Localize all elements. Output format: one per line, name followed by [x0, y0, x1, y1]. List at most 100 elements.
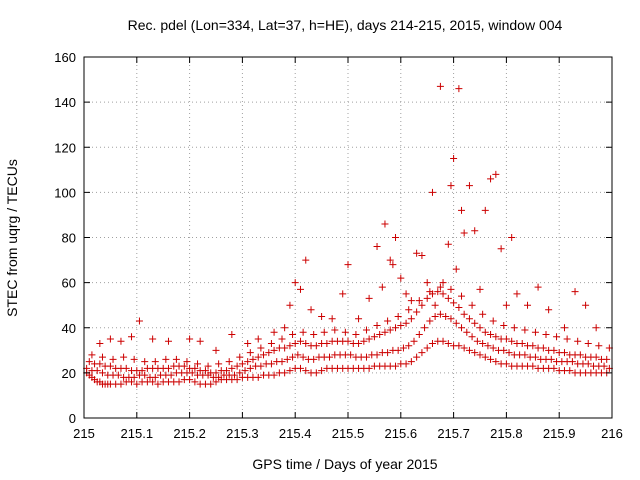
- data-point: [341, 328, 349, 336]
- data-point: [328, 315, 336, 323]
- data-point: [534, 283, 542, 291]
- data-point: [434, 288, 442, 296]
- data-point: [373, 321, 381, 329]
- data-point: [296, 337, 304, 345]
- data-point: [135, 317, 143, 325]
- data-point: [223, 367, 231, 375]
- data-point: [444, 294, 452, 302]
- data-point: [381, 328, 389, 336]
- data-point: [270, 346, 278, 354]
- data-point: [423, 344, 431, 352]
- data-point: [465, 346, 473, 354]
- data-point: [96, 340, 104, 348]
- data-point: [455, 342, 463, 350]
- data-point: [473, 337, 481, 345]
- data-point: [444, 240, 452, 248]
- data-point: [452, 319, 460, 327]
- data-point: [497, 245, 505, 253]
- data-point: [568, 358, 576, 366]
- x-tick-label: 215.4: [279, 426, 312, 441]
- data-point: [122, 364, 130, 372]
- y-tick-label: 160: [54, 50, 76, 65]
- data-point: [289, 331, 297, 339]
- data-point: [471, 319, 479, 327]
- data-point: [405, 306, 413, 314]
- data-point: [196, 337, 204, 345]
- data-point: [521, 351, 529, 359]
- data-point: [402, 319, 410, 327]
- data-point: [442, 312, 450, 320]
- data-point: [455, 303, 463, 311]
- data-point: [439, 337, 447, 345]
- data-point: [481, 206, 489, 214]
- data-point: [465, 315, 473, 323]
- data-point: [212, 378, 220, 386]
- data-point: [270, 371, 278, 379]
- data-point: [418, 349, 426, 357]
- data-point: [117, 337, 125, 345]
- data-point: [436, 310, 444, 318]
- data-point: [492, 358, 500, 366]
- data-point: [215, 373, 223, 381]
- x-axis-label: GPS time / Days of year 2015: [252, 456, 437, 472]
- data-point: [431, 301, 439, 309]
- data-point: [270, 328, 278, 336]
- data-point: [225, 358, 233, 366]
- data-point: [130, 355, 138, 363]
- y-tick-label: 100: [54, 185, 76, 200]
- data-point: [500, 346, 508, 354]
- data-point: [460, 229, 468, 237]
- data-point: [418, 252, 426, 260]
- data-point: [244, 358, 252, 366]
- data-point: [508, 234, 516, 241]
- data-point: [415, 331, 423, 339]
- data-point: [355, 315, 363, 323]
- data-point: [260, 351, 268, 359]
- data-point: [186, 335, 194, 343]
- data-point: [98, 369, 106, 377]
- y-tick-label: 20: [62, 366, 76, 381]
- data-point: [238, 360, 246, 368]
- data-point: [294, 351, 302, 359]
- data-point: [410, 337, 418, 345]
- data-point: [109, 355, 117, 363]
- x-tick-label: 215.5: [332, 426, 365, 441]
- data-point: [547, 355, 555, 363]
- data-point: [394, 346, 402, 354]
- data-point: [458, 324, 466, 332]
- data-point: [307, 306, 315, 314]
- data-point: [521, 326, 529, 334]
- data-point: [423, 294, 431, 302]
- data-point: [471, 227, 479, 235]
- data-point: [138, 367, 146, 375]
- data-point: [531, 328, 539, 336]
- data-point: [386, 256, 394, 264]
- data-point: [524, 301, 532, 309]
- data-point: [365, 335, 373, 343]
- x-tick-labels: 215 215.1 215.2 215.3 215.4 215.5 215.6 215.7 21…: [73, 426, 623, 441]
- data-point: [128, 378, 136, 386]
- data-point: [167, 371, 175, 379]
- data-point: [98, 353, 106, 361]
- data-point: [191, 378, 199, 386]
- data-point: [600, 362, 608, 370]
- data-point: [289, 353, 297, 361]
- data-point: [413, 353, 421, 361]
- y-axis-label: STEC from uqrg / TECUs: [4, 159, 20, 317]
- data-point: [421, 324, 429, 332]
- x-tick-label: 216: [601, 426, 623, 441]
- data-point: [378, 283, 386, 291]
- data-point: [246, 349, 254, 357]
- grid-lines: [84, 57, 612, 418]
- data-point: [386, 326, 394, 334]
- data-point: [254, 353, 262, 361]
- data-point: [426, 288, 434, 296]
- data-point: [455, 85, 463, 93]
- data-point: [450, 299, 458, 307]
- data-point: [513, 290, 521, 298]
- data-point: [452, 265, 460, 273]
- data-point: [413, 249, 421, 257]
- data-point: [114, 371, 122, 379]
- data-point: [362, 353, 370, 361]
- data-point: [492, 170, 500, 178]
